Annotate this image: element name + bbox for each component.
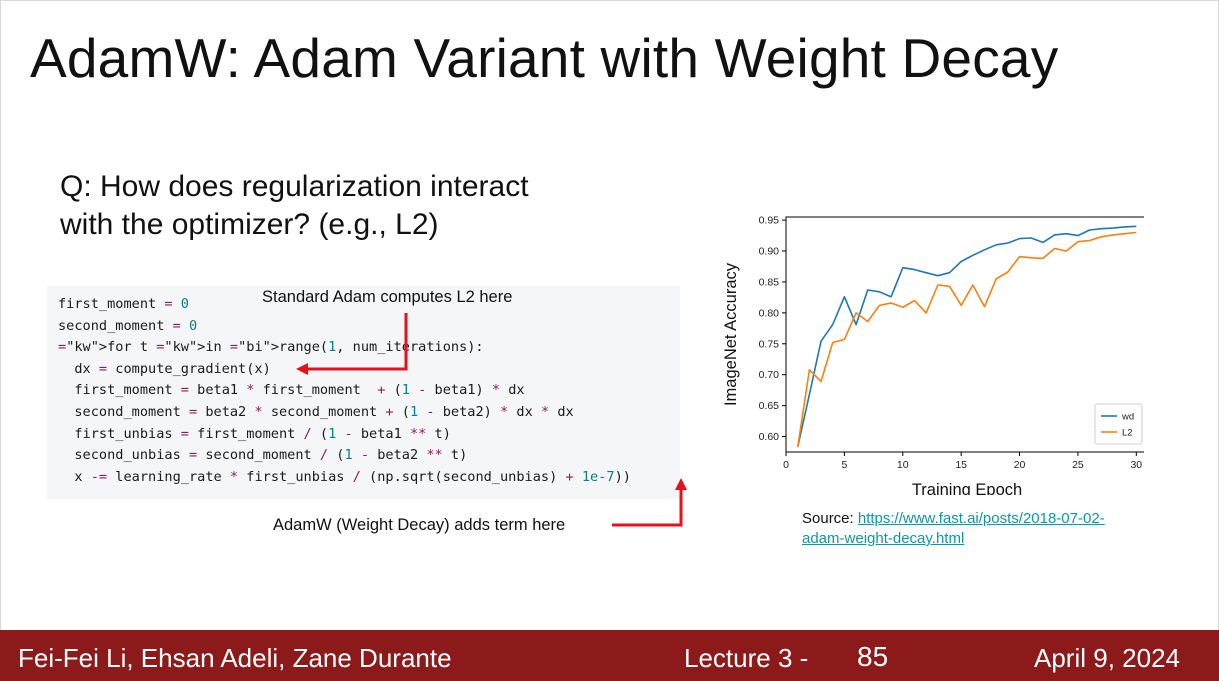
question-text: Q: How does regularization interact with… [60,168,529,244]
source-link[interactable]: https://www.fast.ai/posts/2018-07-02- [857,510,1105,527]
footer-bar: Fei-Fei Li, Ehsan Adeli, Zane Durante Le… [0,630,1219,681]
footer-lecture: Lecture 3 - [684,643,809,673]
y-tick-label: 0.90 [759,246,780,258]
arrow-to-final-line [612,486,683,527]
footer-page-number: 85 [857,641,889,672]
annotation-adamw: AdamW (Weight Decay) adds term here [273,516,566,534]
x-tick-label: 25 [1072,459,1084,471]
footer-date: April 9, 2024 [1034,643,1180,673]
y-tick-label: 0.65 [759,400,780,412]
legend-label-l2: L2 [1122,428,1133,439]
x-tick-label: 30 [1130,459,1142,471]
code-block: first_moment = 0 second_moment = 0 ="kw"… [47,286,680,499]
source-citation: Source: https://www.fast.ai/posts/2018-0… [802,509,1105,549]
arrow-head-up [675,478,687,490]
legend-label-wd: wd [1121,412,1134,423]
y-tick-label: 0.85 [759,276,780,288]
code-text: first_moment = 0 second_moment = 0 ="kw"… [58,296,631,485]
x-tick-label: 5 [841,459,847,471]
y-tick-label: 0.60 [759,431,780,443]
slide-title: AdamW: Adam Variant with Weight Decay [30,27,1059,89]
x-tick-label: 20 [1014,459,1026,471]
series-line-wd [796,225,1137,448]
footer-authors: Fei-Fei Li, Ehsan Adeli, Zane Durante [18,643,452,673]
y-tick-label: 0.95 [759,215,780,227]
y-tick-label: 0.75 [759,338,780,350]
accuracy-chart: 0 5 10 15 20 25 30 0.60 0.65 0.70 0.75 0.80 0.85 0.90… [722,215,1144,495]
y-tick-label: 0.80 [759,307,780,319]
y-axis-label: ImageNet Accuracy [722,262,740,406]
series-line-l2 [796,231,1137,448]
x-axis-label: Training Epoch [912,481,1022,495]
y-tick-label: 0.70 [759,369,780,381]
x-tick-label: 15 [955,459,967,471]
source-link-continued[interactable]: adam-weight-decay.html [802,530,965,547]
question-line-2: with the optimizer? (e.g., L2) [60,208,439,241]
annotation-standard-adam: Standard Adam computes L2 here [262,288,513,306]
x-tick-label: 0 [783,459,789,471]
source-label: Source: [802,510,858,527]
arrow-to-compute-gradient [302,313,408,371]
plot-area [785,216,1144,453]
legend-box [1094,403,1143,445]
arrow-head-left [296,363,308,375]
question-line-1: Q: How does regularization interact [60,170,529,203]
x-tick-label: 10 [897,459,909,471]
